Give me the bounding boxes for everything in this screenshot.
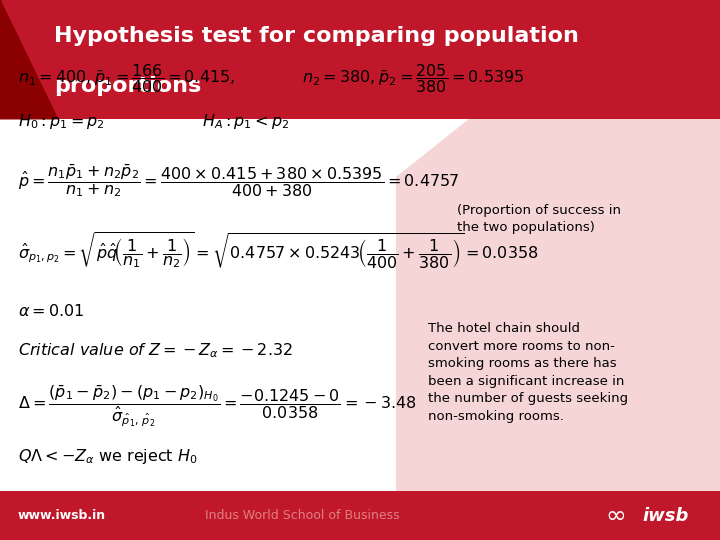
Text: $\alpha = 0.01$: $\alpha = 0.01$: [18, 302, 84, 319]
Text: www.iwsb.in: www.iwsb.in: [18, 509, 106, 522]
Text: iwsb: iwsb: [643, 507, 689, 525]
Text: $\mathit{Critical\ value\ of}\ Z = -Z_{\alpha} = -2.32$: $\mathit{Critical\ value\ of}\ Z = -Z_{\…: [18, 342, 293, 360]
Text: $\hat{p} = \dfrac{n_1\bar{p}_1 + n_2\bar{p}_2}{n_1 + n_2} = \dfrac{400 \times 0.: $\hat{p} = \dfrac{n_1\bar{p}_1 + n_2\bar…: [18, 163, 459, 199]
Text: $H_0 : p_1 = p_2$: $H_0 : p_1 = p_2$: [18, 112, 104, 131]
Text: $H_A : p_1 < p_2$: $H_A : p_1 < p_2$: [202, 112, 289, 131]
Text: $\Delta = \dfrac{(\bar{p}_1 - \bar{p}_2) - (p_1 - p_2)_{H_0}}{\hat{\sigma}_{\hat: $\Delta = \dfrac{(\bar{p}_1 - \bar{p}_2)…: [18, 383, 417, 429]
FancyBboxPatch shape: [0, 491, 720, 540]
Text: Indus World School of Business: Indus World School of Business: [205, 509, 400, 522]
FancyBboxPatch shape: [0, 0, 720, 119]
Text: ∞: ∞: [606, 504, 626, 528]
Text: Hypothesis test for comparing population: Hypothesis test for comparing population: [54, 25, 579, 46]
Text: $n_2 = 380, \bar{p}_2 = \dfrac{205}{380} = 0.5395$: $n_2 = 380, \bar{p}_2 = \dfrac{205}{380}…: [302, 62, 525, 95]
Text: $n_1 = 400, \bar{p}_1 = \dfrac{166}{400} = 0.415,$: $n_1 = 400, \bar{p}_1 = \dfrac{166}{400}…: [18, 62, 235, 95]
Polygon shape: [0, 0, 58, 119]
Text: $\hat{\sigma}_{p_1, p_2} = \sqrt{\hat{p}\hat{q}\!\left(\dfrac{1}{n_1}+\dfrac{1}{: $\hat{\sigma}_{p_1, p_2} = \sqrt{\hat{p}…: [18, 231, 539, 271]
Text: (Proportion of success in
the two populations): (Proportion of success in the two popula…: [457, 204, 621, 234]
Text: The hotel chain should
convert more rooms to non-
smoking rooms as there has
bee: The hotel chain should convert more room…: [428, 322, 629, 423]
Text: proportions: proportions: [54, 76, 202, 96]
FancyBboxPatch shape: [396, 119, 720, 491]
Text: $Q\Lambda < -Z_{\alpha}$ we reject $H_0$: $Q\Lambda < -Z_{\alpha}$ we reject $H_0$: [18, 447, 198, 466]
Polygon shape: [0, 119, 468, 491]
